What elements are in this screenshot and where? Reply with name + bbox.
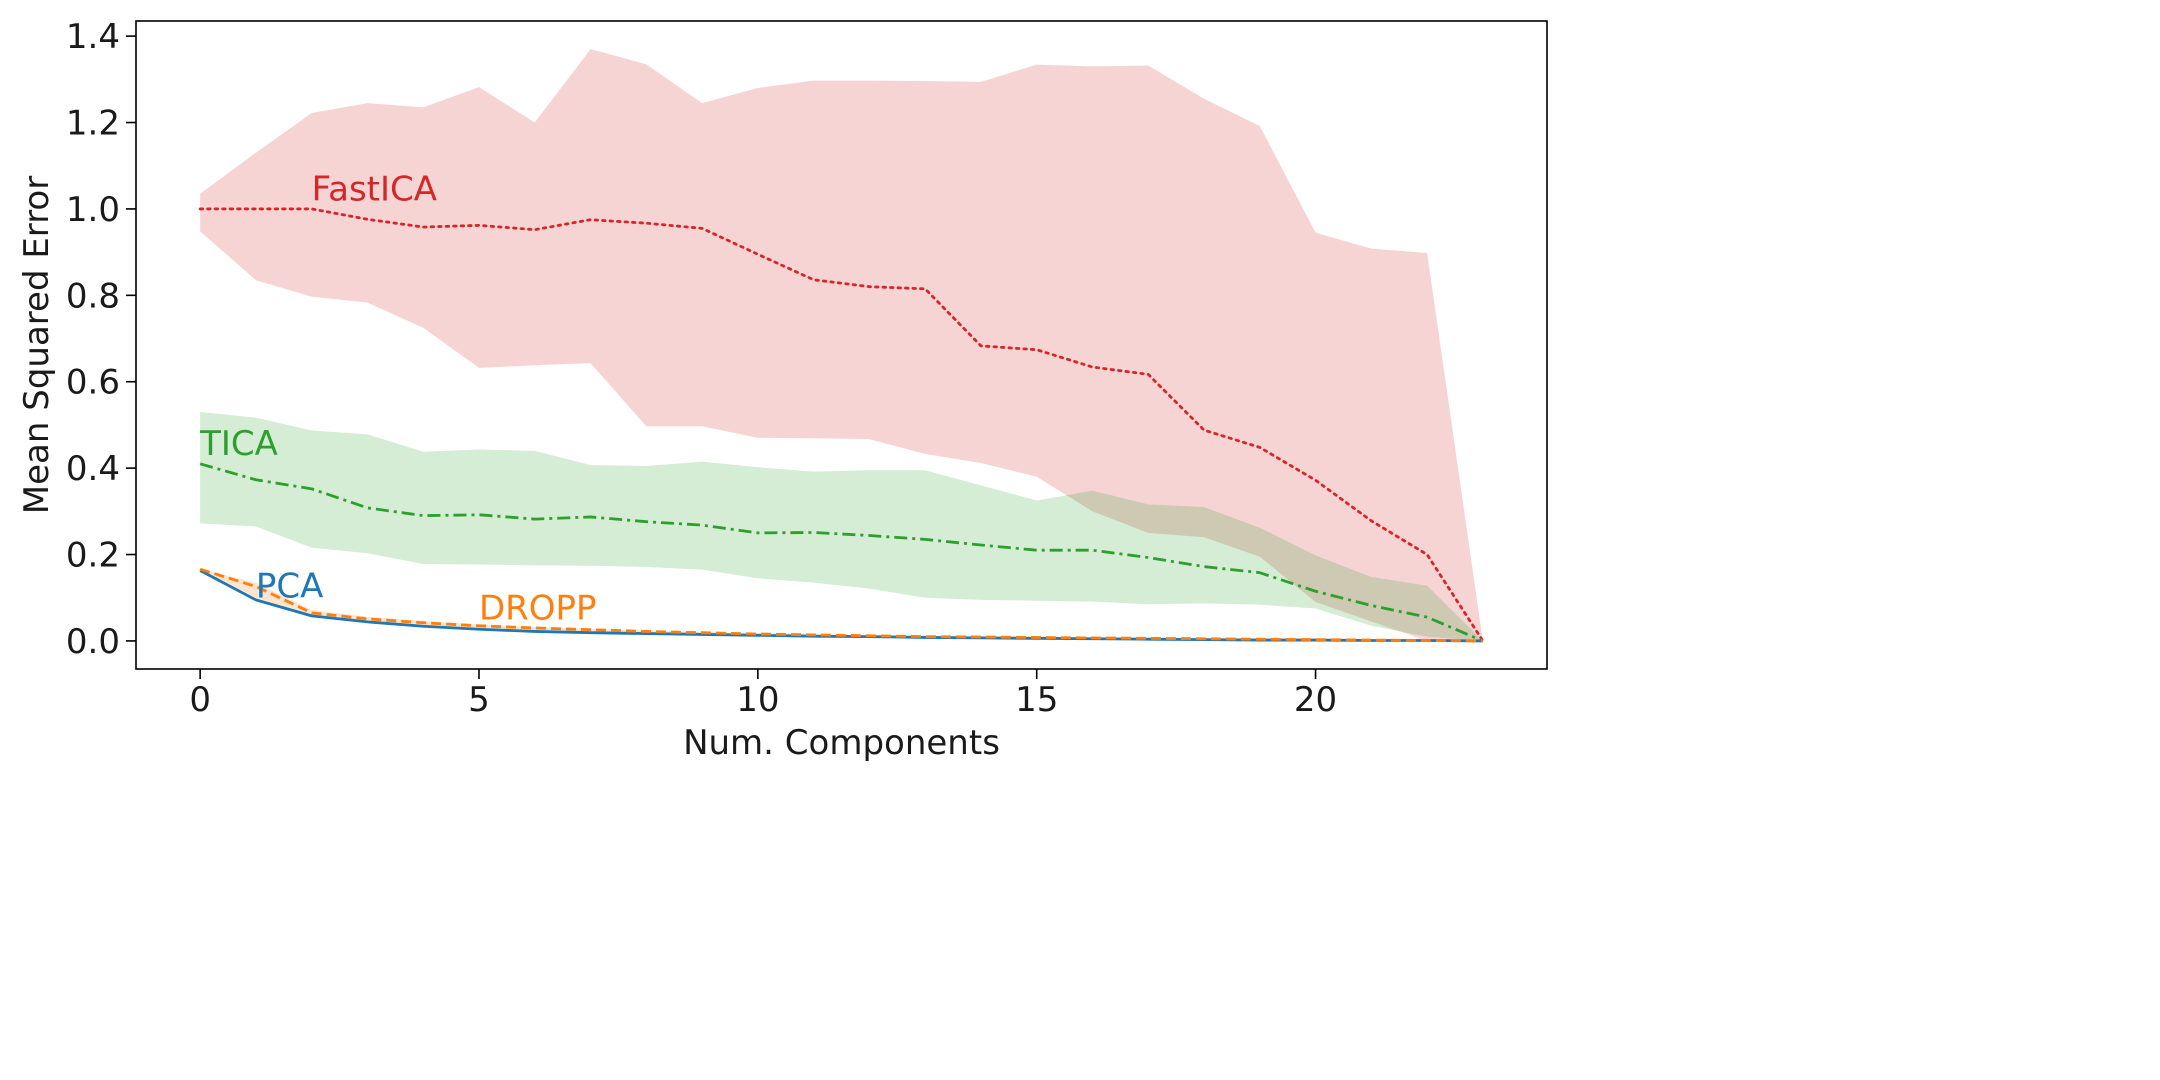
- fastica-line: [198, 207, 1485, 643]
- tica-line: [199, 462, 1484, 643]
- dropp-label: DROPP: [479, 588, 597, 628]
- y-tick-label: 0.2: [66, 536, 120, 576]
- y-tick-label: 0.8: [66, 276, 120, 316]
- y-tick-label: 0.6: [66, 363, 120, 403]
- x-tick-label: 0: [189, 680, 211, 720]
- y-axis-ticks: 0.0 0.2 0.4 0.6 0.8 1.0 1.2 1.4: [66, 17, 136, 662]
- series-lines: [198, 207, 1485, 643]
- y-tick-label: 1.2: [66, 104, 120, 144]
- y-tick-label: 0.4: [66, 449, 120, 489]
- x-tick-label: 5: [468, 680, 490, 720]
- fastica-label: FastICA: [312, 169, 437, 209]
- tica-band: [200, 411, 1483, 641]
- x-axis-label: Num. Components: [683, 723, 1000, 763]
- x-axis-ticks: 0 5 10 15 20: [189, 669, 1337, 720]
- pca-label: PCA: [256, 567, 324, 607]
- tica-label: TICA: [199, 424, 278, 464]
- y-tick-label: 1.4: [66, 17, 120, 57]
- fastica-band: [200, 49, 1483, 641]
- y-tick-label: 1.0: [66, 190, 120, 230]
- dropp-line: [199, 567, 1483, 643]
- series-labels: FastICA TICA PCA DROPP: [199, 169, 596, 628]
- y-tick-label: 0.0: [66, 622, 120, 662]
- confidence-bands: [200, 49, 1483, 641]
- x-tick-label: 10: [736, 680, 779, 720]
- x-tick-label: 15: [1015, 680, 1058, 720]
- x-tick-label: 20: [1294, 680, 1337, 720]
- y-axis-label: Mean Squared Error: [17, 176, 57, 514]
- plot-frame: [135, 20, 1548, 670]
